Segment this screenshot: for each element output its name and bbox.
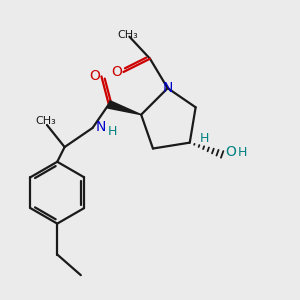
Text: N: N <box>96 120 106 134</box>
Text: H: H <box>238 146 247 159</box>
Text: H: H <box>200 132 209 145</box>
Text: O: O <box>226 145 236 159</box>
Text: H: H <box>108 125 117 138</box>
Text: N: N <box>163 81 173 95</box>
Polygon shape <box>108 101 141 115</box>
Text: CH₃: CH₃ <box>35 116 56 126</box>
Text: O: O <box>89 69 100 83</box>
Text: O: O <box>112 65 122 79</box>
Text: CH₃: CH₃ <box>118 30 138 40</box>
